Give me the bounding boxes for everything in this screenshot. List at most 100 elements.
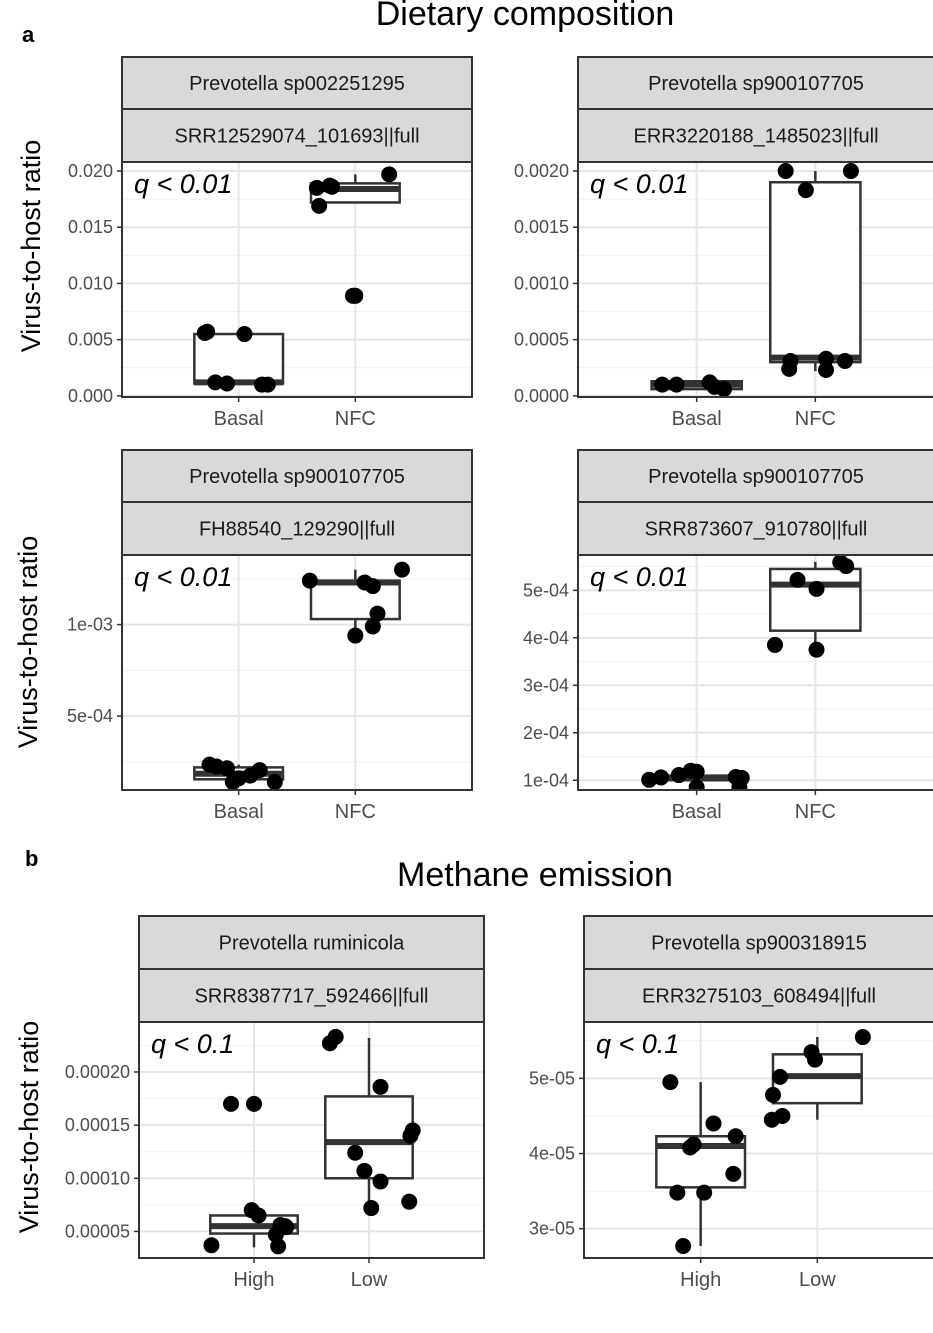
strip-contig-box [121, 108, 473, 163]
panel-background [578, 162, 933, 397]
data-point [725, 1165, 742, 1182]
data-point [381, 166, 398, 183]
data-point [688, 779, 705, 790]
data-point [842, 162, 859, 179]
data-point [641, 771, 658, 788]
y-tick-label: 0.000 [68, 386, 113, 406]
data-point [327, 1028, 344, 1045]
panel-border [583, 1021, 933, 1259]
data-point [774, 1107, 791, 1124]
strip-species-box [583, 915, 933, 970]
data-point [369, 605, 386, 622]
data-point [401, 1193, 418, 1210]
strip-contig-label: ERR3220188_1485023||full [633, 126, 878, 148]
data-point [777, 162, 794, 179]
x-tick-label: NFC [795, 408, 836, 430]
y-tick-label: 5e-04 [67, 706, 113, 726]
y-tick-label: 0.0000 [514, 386, 569, 406]
y-axis-label-row1: Virus-to-host ratio [16, 140, 46, 353]
panel-border [577, 161, 933, 398]
panel-background [122, 162, 472, 397]
data-point [347, 1144, 364, 1161]
strip-contig-label: SRR12529074_101693||full [174, 126, 419, 148]
strip-species-label: Prevotella sp900107705 [648, 466, 864, 488]
x-tick-label: Basal [672, 801, 722, 823]
data-point [668, 376, 685, 393]
y-tick-label: 0.00020 [65, 1062, 130, 1082]
x-tick-label: High [233, 1269, 274, 1291]
panel-plot-area [122, 162, 472, 397]
data-point [278, 1219, 295, 1236]
data-point [838, 558, 855, 575]
box-nfc [768, 170, 862, 372]
strip-contig-label: SRR8387717_592466||full [195, 986, 429, 1008]
x-tick-label: NFC [335, 801, 376, 823]
data-point [807, 1051, 823, 1068]
data-point [199, 323, 216, 340]
strip-species-box [577, 449, 933, 503]
y-tick-label: 0.00010 [65, 1168, 130, 1188]
panel-plot-area [584, 1022, 933, 1258]
strip-species-box [121, 56, 473, 110]
section-b-title: Methane emission [397, 856, 673, 894]
data-point [854, 1029, 871, 1046]
panel-plot-area [578, 162, 933, 397]
data-point [219, 375, 235, 392]
data-point [236, 326, 253, 343]
y-tick-label: 4e-05 [529, 1144, 575, 1164]
y-tick-label: 3e-04 [523, 675, 569, 695]
data-point [246, 1095, 262, 1112]
panel-background [122, 555, 472, 790]
significance-annotation: q < 0.1 [151, 1029, 234, 1059]
significance-annotation: q < 0.01 [134, 562, 232, 592]
significance-annotation: q < 0.1 [596, 1029, 679, 1059]
data-point [364, 618, 381, 635]
panel-plot-area [578, 555, 933, 790]
panel-background [139, 1022, 484, 1258]
data-point [363, 1200, 380, 1217]
x-tick-label: High [680, 1269, 721, 1291]
data-point [685, 1136, 702, 1153]
strip-species-label: Prevotella sp900107705 [189, 466, 405, 488]
data-point [372, 1078, 389, 1095]
data-point [308, 179, 325, 196]
significance-annotation: q < 0.01 [590, 562, 688, 592]
y-tick-label: 5e-04 [523, 580, 569, 600]
data-point [347, 287, 364, 304]
x-tick-label: NFC [795, 801, 836, 823]
panel-background [578, 555, 933, 790]
panel-p3: Prevotella sp900107705 FH88540_129290||fu… [67, 449, 473, 823]
data-point [789, 571, 806, 588]
data-point [250, 1207, 267, 1224]
y-tick-label: 0.00015 [65, 1115, 130, 1135]
y-tick-label: 0.0015 [514, 217, 569, 237]
panel-border [138, 1021, 485, 1259]
strip-contig-label: ERR3275103_608494||full [642, 986, 876, 1008]
box-nfc [768, 561, 862, 650]
strip-contig-box [121, 501, 473, 556]
data-point [259, 376, 276, 393]
y-tick-label: 0.015 [68, 217, 113, 237]
data-point [727, 1128, 744, 1145]
data-point [688, 763, 705, 780]
data-point [662, 1074, 679, 1091]
data-point [818, 362, 835, 379]
y-axis-label-row2: Virus-to-host ratio [13, 536, 43, 749]
data-point [251, 762, 268, 779]
y-tick-label: 0.005 [68, 330, 113, 350]
box-iqr [193, 332, 285, 385]
panel-background [584, 1022, 933, 1258]
data-point [765, 1086, 781, 1103]
x-tick-label: Basal [214, 801, 264, 823]
strip-species-box [577, 56, 933, 110]
strip-contig-box [138, 968, 485, 1023]
data-point [347, 627, 364, 644]
strip-species-label: Prevotella sp900107705 [648, 73, 864, 95]
section-a-title: Dietary composition [376, 0, 675, 33]
data-point [818, 350, 835, 367]
strip-contig-box [583, 968, 933, 1023]
data-point [270, 1238, 287, 1255]
panel-p2: Prevotella sp900107705 ERR3220188_1485023… [514, 56, 933, 430]
data-point [356, 1162, 373, 1179]
data-point [696, 1184, 713, 1201]
